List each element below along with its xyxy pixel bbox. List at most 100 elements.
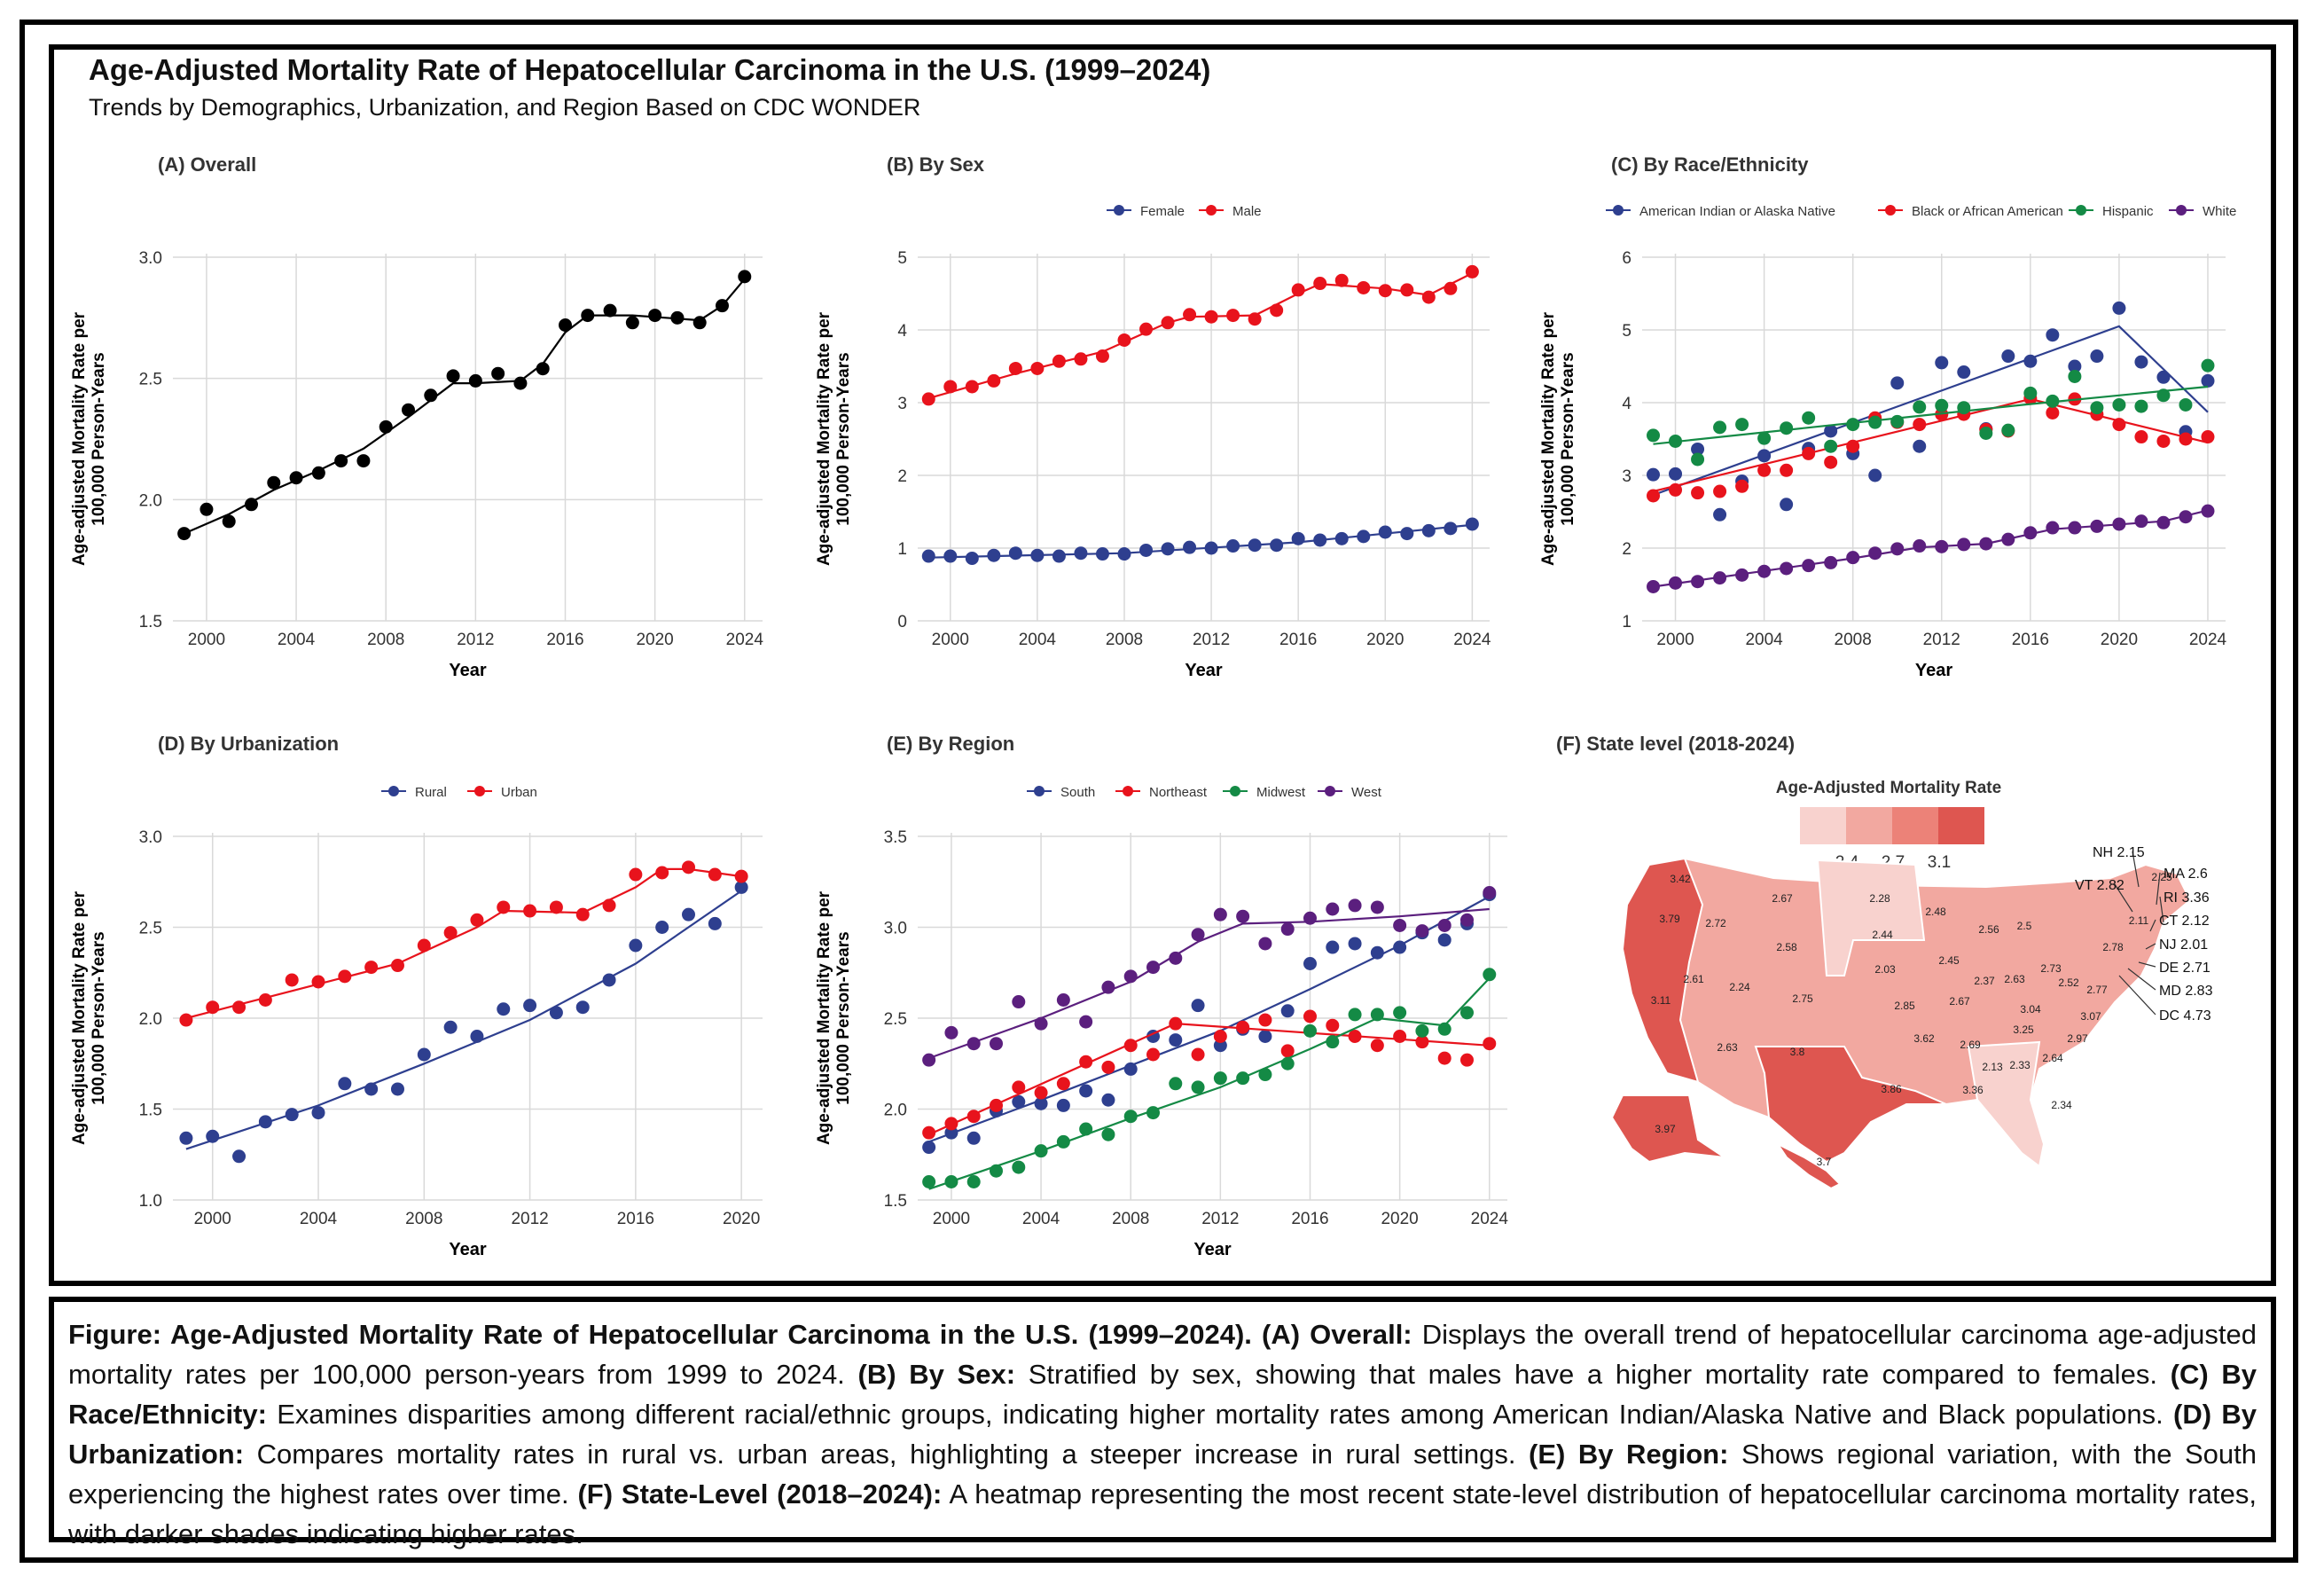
data-point [206, 1000, 220, 1015]
data-point [1012, 995, 1026, 1009]
data-point [966, 1131, 981, 1145]
data-point [1008, 361, 1022, 375]
data-point [1415, 1035, 1429, 1049]
data-point [1183, 308, 1197, 322]
data-point [1117, 333, 1131, 347]
data-point [1056, 1134, 1070, 1149]
x-tick-label: 2012 [1193, 631, 1230, 649]
y-tick-label: 1.0 [139, 1192, 162, 1211]
data-point [1757, 431, 1772, 445]
data-point [989, 1098, 1003, 1112]
data-point [1101, 980, 1115, 994]
data-point [1421, 290, 1436, 304]
callout-label: RI 3.36 [2164, 890, 2210, 906]
map-legend-swatch [1892, 807, 1938, 844]
state-value-az: 2.63 [1717, 1041, 1738, 1054]
data-point [1123, 969, 1138, 984]
data-point [1459, 913, 1474, 927]
data-point [1291, 531, 1305, 545]
data-point [2001, 532, 2015, 546]
data-point [468, 373, 482, 388]
data-point [2001, 349, 2015, 364]
panel-title: (B) By Sex [887, 153, 985, 176]
data-point [1079, 1055, 1093, 1069]
map-hawaii [1775, 1141, 1842, 1190]
data-point [1483, 1037, 1497, 1051]
data-point [491, 366, 505, 380]
y-tick-label: 5 [1622, 322, 1631, 341]
figure-panel [49, 44, 2276, 1286]
data-point [1034, 1096, 1048, 1110]
data-point [1393, 918, 1407, 932]
y-tick-label: 2.5 [884, 1010, 907, 1029]
legend-key-dot [474, 786, 485, 796]
data-point [2112, 301, 2126, 315]
x-tick-label: 2016 [2012, 631, 2049, 649]
data-point [1270, 303, 1284, 318]
data-point [179, 1131, 193, 1145]
state-value-wv: 2.52 [2058, 976, 2079, 989]
legend-label: Hispanic [2102, 204, 2154, 219]
data-point [390, 1082, 404, 1096]
data-point [1757, 564, 1772, 578]
state-value-nm: 3.8 [1790, 1046, 1805, 1058]
data-point [1326, 902, 1340, 916]
x-tick-label: 2000 [932, 631, 969, 649]
data-point [987, 373, 1001, 388]
data-point [1236, 909, 1250, 923]
y-axis-label-line2: 100,000 Person-Years [834, 352, 853, 525]
data-point [1161, 542, 1175, 556]
x-tick-label: 2008 [367, 631, 404, 649]
legend-label: American Indian or Alaska Native [1639, 204, 1835, 219]
data-point [1079, 1015, 1093, 1029]
data-point [1465, 517, 1479, 531]
data-point [1280, 1044, 1295, 1058]
data-point [470, 1030, 484, 1043]
data-point [390, 959, 404, 973]
data-point [581, 309, 595, 323]
data-point [1303, 957, 1317, 970]
data-point [1226, 309, 1240, 323]
data-point [523, 999, 537, 1013]
y-tick-label: 2.5 [139, 371, 162, 389]
data-point [966, 1110, 981, 1124]
data-point [922, 1125, 936, 1140]
data-point [1935, 539, 1949, 553]
caption-text-3: Compares mortality rates in rural vs. ur… [244, 1439, 1530, 1470]
data-point [1303, 1023, 1317, 1038]
callout-label: DC 4.73 [2159, 1008, 2211, 1023]
data-point [244, 498, 258, 512]
callout-leader [2149, 919, 2156, 932]
data-point [1378, 284, 1392, 298]
y-axis-label: Age-adjusted Mortality Rate per100,000 P… [70, 311, 108, 566]
legend-key-dot [1123, 786, 1133, 796]
data-point [1095, 547, 1109, 561]
legend-key-dot [388, 786, 399, 796]
y-tick-label: 3 [1622, 467, 1631, 486]
callout-leader [2114, 883, 2133, 913]
data-point [602, 973, 616, 987]
state-value-nc: 3.07 [2080, 1010, 2101, 1023]
data-point [1095, 349, 1109, 364]
data-point [424, 388, 438, 403]
data-point [966, 1037, 981, 1051]
data-point [338, 969, 352, 984]
state-value-ga: 2.64 [2042, 1052, 2063, 1064]
data-point [1248, 312, 1262, 326]
data-point [625, 316, 639, 330]
data-point [1101, 1060, 1115, 1074]
data-point [2156, 388, 2171, 403]
data-point [922, 1141, 936, 1155]
data-point [1348, 937, 1362, 951]
y-axis-label-line2: 100,000 Person-Years [1559, 352, 1577, 525]
data-point [1757, 463, 1772, 477]
panel-title: (F) State level (2018-2024) [1556, 733, 1795, 755]
data-point [738, 270, 752, 284]
data-point [497, 900, 511, 914]
data-point [966, 1175, 981, 1188]
figure-caption: Figure: Age-Adjusted Mortality Rate of H… [49, 1297, 2276, 1549]
state-value-il: 2.37 [1974, 975, 1995, 987]
data-point [1691, 575, 1705, 589]
caption-text-1: Stratified by sex, showing that males ha… [1015, 1359, 2171, 1390]
